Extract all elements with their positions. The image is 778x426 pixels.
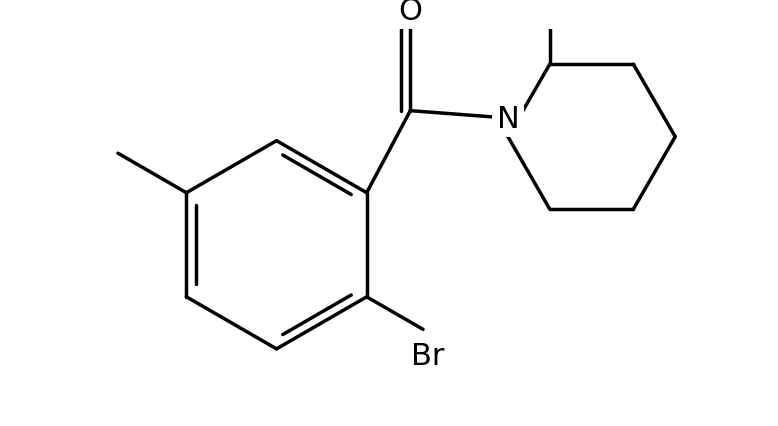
Text: O: O bbox=[398, 0, 422, 26]
Text: N: N bbox=[496, 104, 519, 133]
Text: Br: Br bbox=[411, 341, 444, 370]
